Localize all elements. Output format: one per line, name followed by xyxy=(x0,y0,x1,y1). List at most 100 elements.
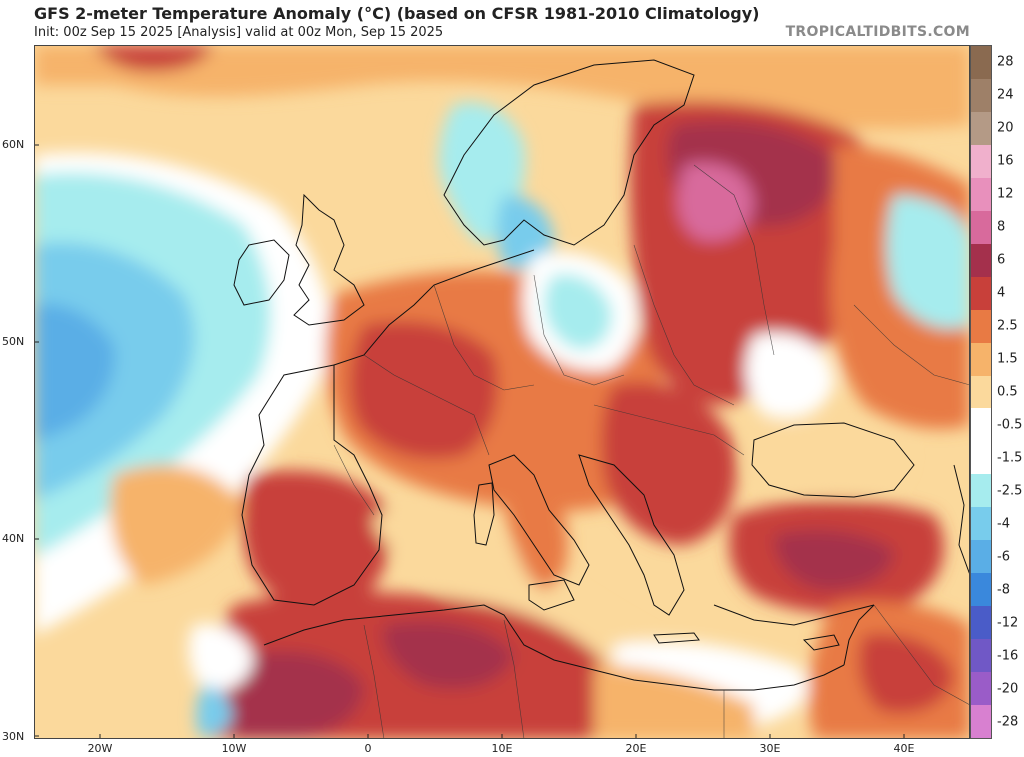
border-baltic-russia xyxy=(693,164,775,356)
madeira-cool xyxy=(196,685,233,737)
colorbar-tick-label: -20 xyxy=(997,681,1019,697)
balkan-coast xyxy=(578,454,685,616)
map-title: GFS 2-meter Temperature Anomaly (°C) (ba… xyxy=(34,4,760,23)
colorbar-swatch xyxy=(971,606,991,640)
italy-warm xyxy=(500,445,568,590)
ireland-coast xyxy=(233,239,290,306)
colorbar-tick-label: 4 xyxy=(997,285,1006,301)
colorbar-tick-label: 6 xyxy=(997,252,1006,268)
colorbar-swatch xyxy=(971,573,991,607)
lon-label-40e: 40E xyxy=(893,742,915,755)
lon-label-20e: 20E xyxy=(625,742,647,755)
colorbar-swatch xyxy=(971,507,991,541)
colorbar-tick-label: -1.5 xyxy=(997,450,1023,466)
colorbar-tick-label: -16 xyxy=(997,648,1019,664)
colorbar-tick-label: -4 xyxy=(997,516,1010,532)
scandinavia-coast xyxy=(443,59,695,246)
black-sea-coast xyxy=(751,422,915,498)
colorbar-tick-label: -12 xyxy=(997,615,1019,631)
black-sea-warm xyxy=(747,426,907,496)
border-germany-poland xyxy=(533,274,625,386)
lat-label-40n: 40N xyxy=(2,532,25,545)
colorbar-swatch xyxy=(971,441,991,475)
lon-label-20w: 20W xyxy=(87,742,113,755)
lat-label-30n: 30N xyxy=(2,730,25,743)
colorbar-swatch xyxy=(971,177,991,212)
north-africa-coast xyxy=(263,604,845,691)
mediterranean-warm-light xyxy=(373,512,714,680)
temperature-anomaly-map xyxy=(34,45,970,739)
warm-lobe-atlantic xyxy=(110,465,244,585)
libya-warm xyxy=(594,665,754,739)
turkey-south-coast xyxy=(713,604,875,626)
colorbar-tick-label: -8 xyxy=(997,582,1010,598)
colorbar-tick-label: -2.5 xyxy=(997,483,1023,499)
map-subtitle: Init: 00z Sep 15 2025 [Analysis] valid a… xyxy=(34,25,444,40)
colorbar-tick-label: 12 xyxy=(997,186,1014,202)
sardinia-coast xyxy=(473,482,495,546)
colorbar-swatch xyxy=(971,705,991,739)
colorbar-swatch xyxy=(971,540,991,574)
ukraine-neutral xyxy=(745,332,834,419)
colorbar-swatch xyxy=(971,210,991,245)
border-france xyxy=(363,354,490,456)
colorbar-swatch xyxy=(971,46,991,80)
crete-coast xyxy=(653,632,700,644)
colorbar-tick-label: 24 xyxy=(997,87,1014,103)
caspian-coast xyxy=(953,464,970,576)
colorbar-swatch xyxy=(971,111,991,146)
colorbar-tick-label: 0.5 xyxy=(997,384,1018,400)
lat-label-60n: 60N xyxy=(2,138,25,151)
algeria-extreme xyxy=(383,621,514,689)
greenland-warm-spot xyxy=(94,45,214,72)
turkey-extreme xyxy=(774,530,894,590)
colorbar xyxy=(970,45,992,739)
morocco-extreme xyxy=(231,651,364,739)
colorbar-tick-label: 28 xyxy=(997,54,1014,70)
levant-hot xyxy=(859,634,954,714)
colorbar-swatch xyxy=(971,342,991,376)
canaries-neutral xyxy=(188,624,254,692)
border-morocco-algeria xyxy=(363,624,385,739)
iberia-coast xyxy=(241,364,383,606)
colorbar-tick-label: -6 xyxy=(997,549,1010,565)
colorbar-tick-label: -0.5 xyxy=(997,417,1023,433)
russia-cool-pocket xyxy=(886,195,970,329)
iberia-hot xyxy=(242,470,390,609)
lon-label-0: 0 xyxy=(364,742,372,755)
atlantic-cold-anomaly xyxy=(34,242,195,500)
colorbar-swatch xyxy=(971,672,991,706)
atlantic-colder-core xyxy=(34,304,115,441)
colorbar-swatch xyxy=(971,144,991,179)
central-europe-cool xyxy=(544,274,613,350)
border-benelux-germany xyxy=(433,284,535,391)
country-borders xyxy=(333,164,970,739)
sicily-coast xyxy=(528,579,575,611)
great-britain-coast xyxy=(293,193,365,326)
border-poland-east xyxy=(633,244,735,406)
north-europe-coast xyxy=(333,249,535,366)
colorbar-swatch xyxy=(971,276,991,311)
border-middle-east xyxy=(873,604,970,706)
colorbar-swatch xyxy=(971,243,991,278)
colorbar-swatch xyxy=(971,408,991,442)
colorbar-tick-label: 2.5 xyxy=(997,318,1018,334)
colorbar-swatch xyxy=(971,375,991,409)
colorbar-tick-label: 1.5 xyxy=(997,351,1018,367)
levant-coast xyxy=(843,604,875,666)
colorbar-swatch xyxy=(971,78,991,113)
lon-label-10w: 10W xyxy=(221,742,247,755)
map-frame xyxy=(34,45,970,739)
border-algeria-libya xyxy=(503,619,525,739)
coastlines xyxy=(233,59,970,691)
colorbar-tick-label: 16 xyxy=(997,153,1014,169)
colorbar-swatch xyxy=(971,639,991,673)
colorbar-swatch xyxy=(971,474,991,508)
border-balkans-north xyxy=(593,404,745,456)
colorbar-tick-label: 8 xyxy=(997,219,1006,235)
colorbar-tick-label: 20 xyxy=(997,120,1014,136)
lat-label-50n: 50N xyxy=(2,335,25,348)
cyprus-coast xyxy=(802,634,840,651)
baltic-extreme-peak xyxy=(677,162,754,242)
italy-coast xyxy=(488,454,590,586)
